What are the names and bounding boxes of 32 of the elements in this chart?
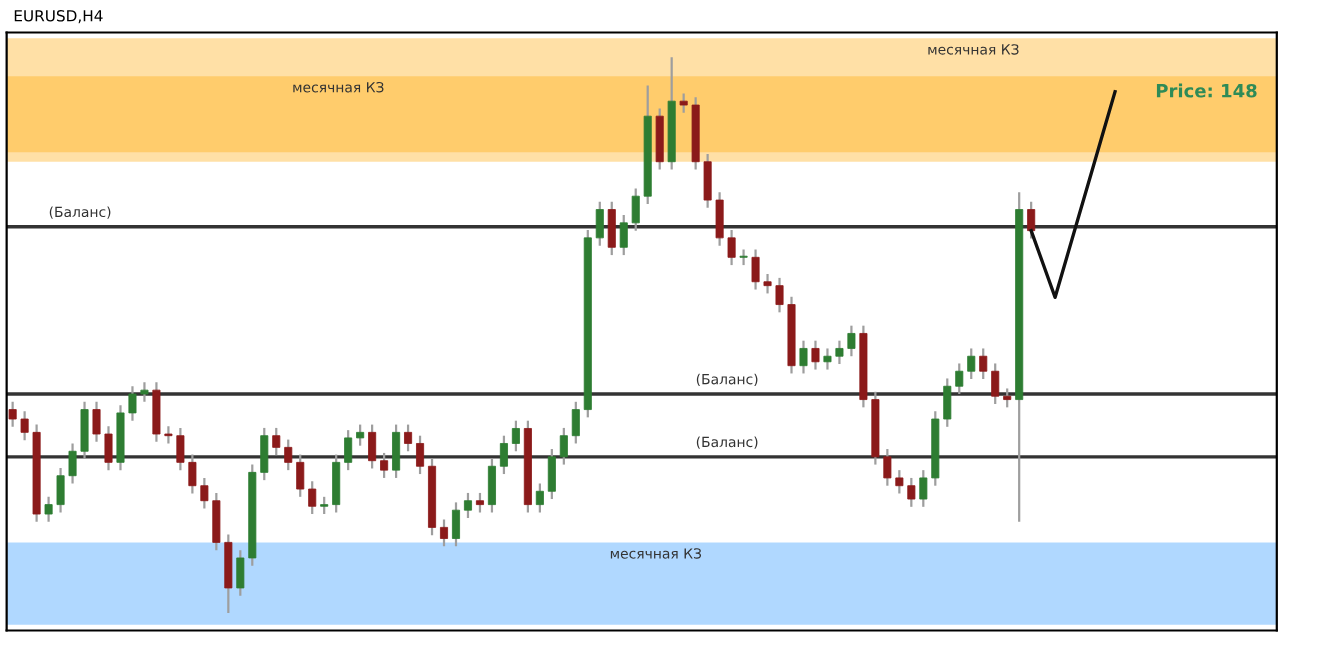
candlestick: [308, 480, 317, 516]
candlestick: [296, 453, 305, 498]
candlestick: [979, 347, 988, 381]
candlestick: [655, 107, 664, 171]
candlestick: [451, 501, 461, 548]
candlestick: [475, 491, 484, 514]
candlestick: [463, 491, 472, 520]
candlestick: [571, 400, 580, 445]
candlestick: [559, 426, 568, 466]
candlestick: [1003, 387, 1012, 409]
candlestick: [356, 423, 365, 447]
candlestick: [1027, 200, 1036, 240]
candlestick: [511, 419, 520, 453]
candlestick: [332, 453, 341, 514]
annotation: Price: 148: [1156, 83, 1257, 98]
candlestick: [991, 362, 1000, 406]
candlestick: [404, 423, 413, 453]
candlestick: [739, 248, 748, 267]
candlestick: [811, 339, 820, 371]
candlestick: [368, 423, 377, 470]
candlestick: [595, 200, 604, 247]
candlestick: [547, 447, 556, 501]
candlestick: [535, 482, 544, 514]
candlestick: [499, 434, 508, 476]
candlestick: [607, 200, 616, 257]
candlestick: [380, 451, 389, 480]
candlestick: [440, 518, 449, 548]
candlestick: [416, 434, 425, 476]
candlestick: [392, 423, 401, 480]
candlestick: [487, 457, 496, 514]
candlestick: [344, 429, 353, 472]
candlestick: [799, 339, 808, 375]
